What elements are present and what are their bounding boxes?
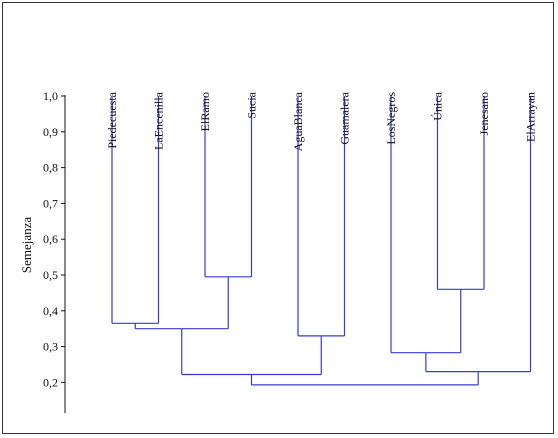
leaf-label: Jenesano — [477, 92, 491, 135]
y-tick-label: 0,7 — [43, 196, 58, 210]
y-tick-label: 0,9 — [43, 125, 58, 139]
y-tick-label: 0,8 — [43, 161, 58, 175]
leaf-label: Piedecuesta — [105, 91, 119, 148]
leaf-labels: Piedecuesta LaEncenilla ElRamo Sucia AguaBla… — [105, 91, 538, 151]
chart-frame — [2, 2, 554, 434]
leaf-label: AguaBlanca — [291, 91, 305, 151]
y-tick-label: 0,6 — [43, 232, 58, 246]
leaf-label: ElRamo — [198, 92, 212, 131]
leaf-label: LaEncenilla — [152, 91, 166, 150]
leaf-label: ElArrayan — [524, 92, 538, 142]
leaf-label: Guamalera — [338, 91, 352, 144]
y-axis-ticks: 1,0 0,9 0,8 0,7 0,6 0,5 0,4 0,3 0,2 — [43, 89, 65, 389]
y-axis-title: Semejanza — [19, 217, 34, 274]
y-tick-label: 1,0 — [43, 89, 58, 103]
dendrogram-branches — [111, 96, 532, 386]
y-tick-label: 0,5 — [43, 268, 58, 282]
y-tick-label: 0,3 — [43, 340, 58, 354]
y-tick-label: 0,2 — [43, 375, 58, 389]
leaf-label: Sucia — [245, 91, 259, 118]
leaf-label: Única — [431, 91, 445, 120]
leaf-label: LosNegros — [384, 92, 398, 145]
y-tick-label: 0,4 — [43, 304, 58, 318]
